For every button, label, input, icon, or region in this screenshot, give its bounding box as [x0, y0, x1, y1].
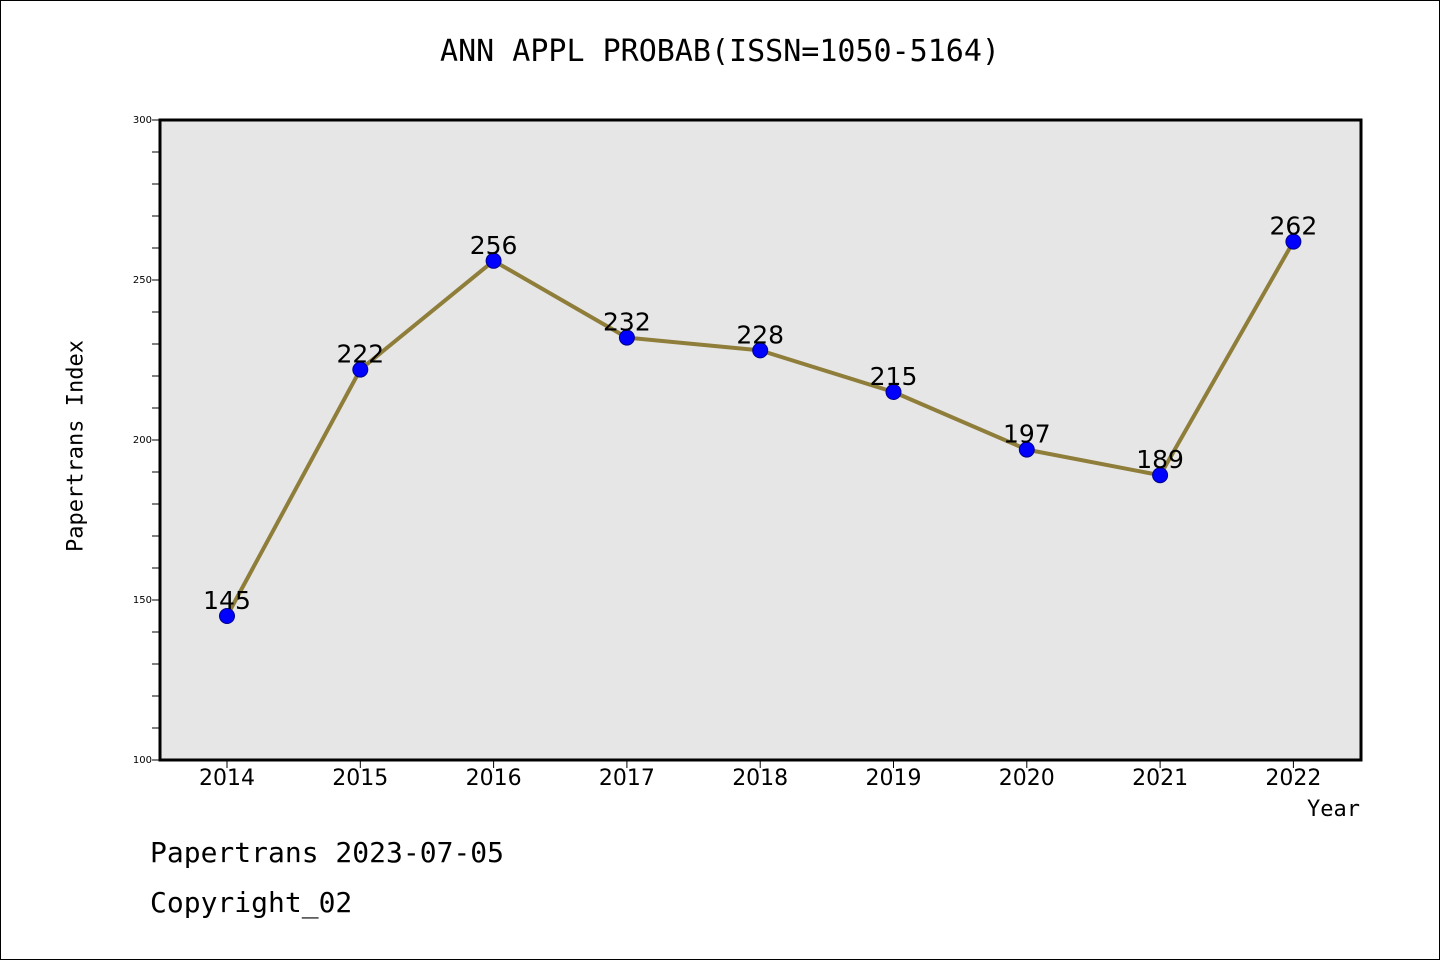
data-label: 232	[603, 308, 651, 337]
data-label: 197	[1003, 420, 1051, 449]
x-tick-label: 2014	[199, 766, 255, 791]
x-tick-label: 2019	[866, 766, 922, 791]
chart-title: ANN APPL PROBAB(ISSN=1050-5164)	[440, 34, 1000, 69]
y-tick-label: 200	[133, 435, 152, 446]
data-point	[752, 342, 769, 359]
footer-copyright: Copyright_02	[150, 886, 353, 919]
x-tick-label: 2017	[599, 766, 655, 791]
x-tick-label: 2020	[999, 766, 1055, 791]
data-label: 215	[870, 362, 918, 391]
data-label: 262	[1270, 212, 1318, 241]
data-label: 222	[336, 340, 384, 369]
data-point	[352, 361, 369, 378]
data-point	[1285, 233, 1302, 250]
x-axis-label: Year	[1307, 797, 1360, 822]
x-tick-label: 2018	[732, 766, 788, 791]
plot-area	[160, 120, 1361, 760]
data-point	[1152, 467, 1169, 484]
data-point	[1018, 441, 1035, 458]
y-tick-label: 150	[133, 595, 152, 606]
data-label: 189	[1136, 445, 1184, 474]
footer-date: Papertrans 2023-07-05	[150, 836, 505, 869]
data-label: 256	[470, 231, 518, 260]
data-label: 228	[736, 320, 784, 349]
data-point	[618, 329, 635, 346]
data-point	[219, 608, 235, 624]
y-tick-label: 250	[133, 275, 152, 286]
plot-border	[158, 118, 1363, 762]
y-tick-label: 100	[133, 755, 152, 766]
x-tick-label: 2016	[466, 766, 522, 791]
data-label: 145	[203, 586, 251, 615]
data-point	[485, 252, 502, 269]
data-point	[885, 384, 902, 400]
x-tick-label: 2021	[1132, 766, 1188, 791]
x-tick-label: 2015	[332, 766, 388, 791]
x-tick-label: 2022	[1265, 766, 1321, 791]
y-tick-label: 300	[133, 115, 152, 126]
